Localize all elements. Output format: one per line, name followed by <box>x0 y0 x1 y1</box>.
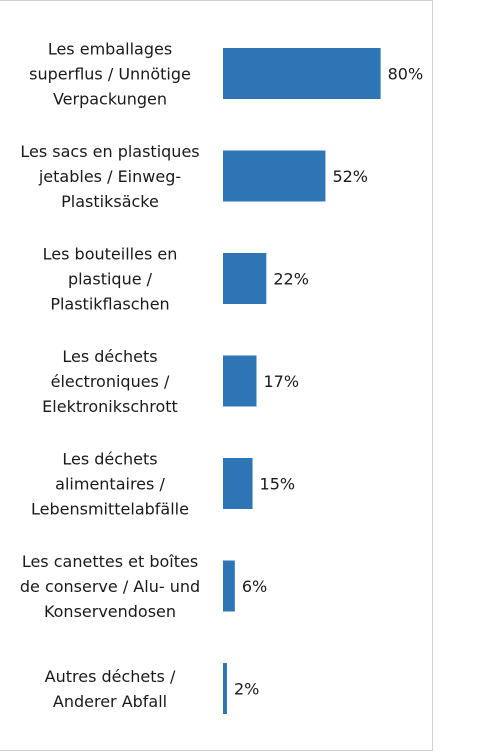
category-label-line: Konservendosen <box>44 602 176 621</box>
category-label-line: alimentaires / <box>55 475 165 494</box>
category-label-line: jetables / Einweg- <box>38 167 181 186</box>
bar-3 <box>223 355 257 407</box>
bar-4 <box>223 458 253 509</box>
category-label-1: Les sacs en plastiques jetables / Einweg-… <box>20 142 199 211</box>
bars-group <box>223 48 381 714</box>
category-label-2: Les bouteilles en plastique / Plastikflasc… <box>43 245 178 314</box>
category-labels-group: Les emballages superflus / Unnötige Verpac… <box>20 40 200 712</box>
category-label-6: Autres déchets / Anderer Abfall <box>45 667 176 711</box>
category-label-line: de conserve / Alu- und <box>20 577 200 596</box>
value-labels-group: 80% 52% 22% 17% 15% 6% 2% <box>234 65 423 699</box>
chart-frame <box>0 0 433 751</box>
category-label-line: Les emballages <box>48 40 172 59</box>
category-label-line: Verpackungen <box>53 90 167 109</box>
bar-2 <box>223 253 267 304</box>
value-label-3: 17% <box>263 372 299 391</box>
category-label-5: Les canettes et boîtes de conserve / Alu-… <box>20 552 200 621</box>
bar-0 <box>223 48 381 99</box>
category-label-line: Plastiksäcke <box>61 192 159 211</box>
category-label-line: Les déchets <box>62 347 157 366</box>
category-label-line: plastique / <box>68 270 153 289</box>
category-label-line: Les sacs en plastiques <box>20 142 199 161</box>
category-label-3: Les déchets électroniques / Elektronikschr… <box>42 347 178 416</box>
category-label-line: électroniques / <box>51 372 170 391</box>
value-label-5: 6% <box>242 577 267 596</box>
category-label-line: Les bouteilles en <box>43 245 178 264</box>
category-label-line: Les déchets <box>62 450 157 469</box>
category-label-line: superflus / Unnötige <box>29 65 191 84</box>
value-label-0: 80% <box>388 65 424 84</box>
category-label-line: Autres déchets / <box>45 667 176 686</box>
value-label-2: 22% <box>273 270 309 289</box>
bar-5 <box>223 560 235 612</box>
category-label-line: Les canettes et boîtes <box>22 552 198 571</box>
category-label-0: Les emballages superflus / Unnötige Verpac… <box>29 40 191 109</box>
category-label-line: Elektronikschrott <box>42 397 178 416</box>
category-label-4: Les déchets alimentaires / Lebensmittelabf… <box>31 450 189 519</box>
category-label-line: Anderer Abfall <box>53 692 167 711</box>
value-label-6: 2% <box>234 680 259 699</box>
category-label-line: Plastikflaschen <box>50 295 169 314</box>
bar-6 <box>223 663 227 714</box>
bar-1 <box>223 150 326 202</box>
value-label-4: 15% <box>260 475 296 494</box>
category-label-line: Lebensmittelabfälle <box>31 500 189 519</box>
value-label-1: 52% <box>332 167 368 186</box>
